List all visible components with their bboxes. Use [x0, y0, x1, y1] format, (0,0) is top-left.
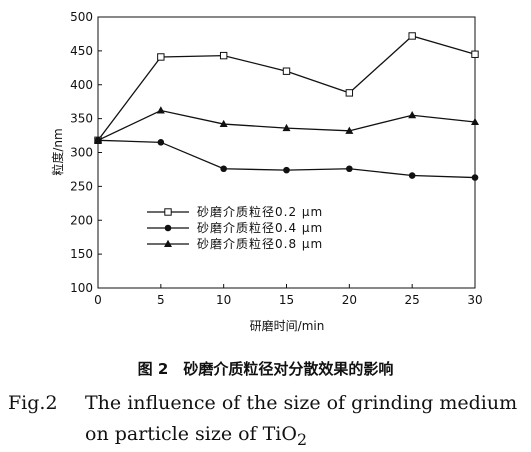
legend-label-1: 砂磨介质粒径0.2 μm	[197, 204, 323, 219]
legend-marker-1	[164, 208, 172, 216]
y-tick-label: 250	[70, 179, 93, 193]
x-tick-label: 0	[94, 293, 102, 307]
series-3-point	[282, 123, 291, 132]
y-tick-label: 200	[70, 213, 93, 227]
series-1-point	[282, 67, 291, 75]
x-axis-label: 研磨时间/min	[250, 319, 325, 333]
series-1-point	[471, 50, 479, 58]
figure-caption-english-line1: Fig.2 The influence of the size of grindi…	[8, 392, 517, 414]
figure-caption-english-line2: on particle size of TiO2	[85, 423, 307, 449]
y-tick-label: 450	[70, 44, 93, 58]
y-tick-label: 150	[70, 247, 93, 261]
caption-subscript: 2	[296, 429, 308, 449]
caption-title-line1: The influence of the size of grinding me…	[85, 392, 518, 414]
figure-number: Fig.2	[8, 392, 58, 414]
series-2-point	[220, 165, 227, 173]
x-tick-label: 30	[467, 293, 482, 307]
x-tick-label: 25	[405, 293, 420, 307]
y-tick-label: 100	[70, 281, 93, 295]
series-3-point	[94, 136, 102, 144]
series-3-point	[408, 111, 417, 119]
series-2-point	[157, 139, 165, 146]
legend-marker-2	[164, 224, 172, 232]
x-tick-label: 10	[216, 293, 231, 307]
series-1-point	[408, 32, 416, 40]
x-tick-label: 15	[279, 293, 294, 307]
series-3-point	[471, 117, 479, 126]
line-chart: 0 5 10 15 20 25 30 100 150 200 250 300 350 400 450 500…	[50, 10, 483, 333]
legend-marker-3	[164, 239, 172, 247]
legend-label-2: 砂磨介质粒径0.4 μm	[197, 220, 323, 235]
y-axis-label: 粒度/nm	[50, 128, 65, 175]
x-tick-label: 20	[342, 293, 357, 307]
series-1-point	[345, 89, 354, 97]
series-2-point	[283, 166, 290, 174]
series-3-point	[219, 119, 228, 128]
series-2-point	[346, 165, 353, 173]
y-tick-label: 500	[70, 10, 93, 24]
series-1-point	[219, 51, 228, 60]
series-2-point	[471, 174, 479, 181]
series-2-point	[408, 172, 416, 179]
series-1-point	[157, 53, 165, 61]
series-3-point	[156, 106, 165, 114]
caption-title-line2: on particle size of TiO	[85, 423, 297, 445]
series-3-point	[345, 126, 354, 134]
legend-label-3: 砂磨介质粒径0.8 μm	[197, 236, 323, 251]
figure-caption-chinese: 图 2 砂磨介质粒径对分散效果的影响	[137, 360, 394, 378]
y-tick-label: 350	[70, 112, 93, 126]
x-tick-label: 5	[157, 293, 165, 307]
y-tick-label: 400	[70, 78, 93, 92]
y-tick-label: 300	[70, 146, 93, 160]
